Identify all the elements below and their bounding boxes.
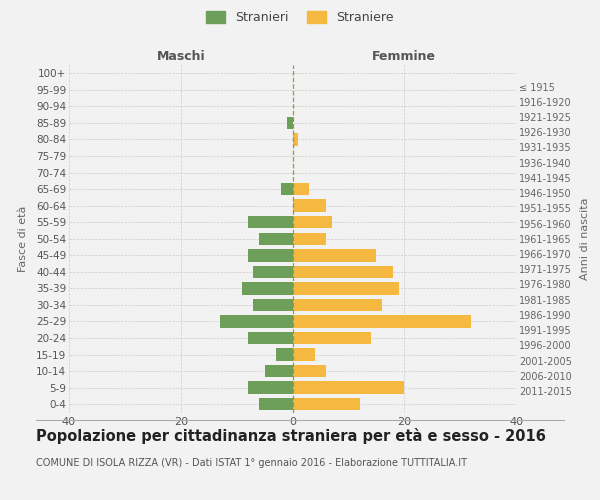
Bar (253, 266, 293, 278)
Bar (293, 348, 315, 361)
Legend: Stranieri, Straniere: Stranieri, Straniere (202, 6, 398, 29)
Bar (293, 332, 371, 344)
Bar (248, 249, 293, 262)
Bar (293, 398, 359, 410)
Bar (248, 382, 293, 394)
Bar (293, 183, 309, 196)
Bar (293, 298, 382, 311)
Text: COMUNE DI ISOLA RIZZA (VR) - Dati ISTAT 1° gennaio 2016 - Elaborazione TUTTITALI: COMUNE DI ISOLA RIZZA (VR) - Dati ISTAT … (36, 458, 467, 468)
Bar (293, 249, 376, 262)
Bar (293, 282, 398, 294)
Bar (248, 332, 293, 344)
Bar (265, 365, 293, 378)
Bar (293, 316, 472, 328)
Bar (259, 232, 293, 245)
Bar (281, 183, 293, 196)
Bar (293, 134, 298, 145)
Y-axis label: Anni di nascita: Anni di nascita (580, 198, 590, 280)
Y-axis label: Fasce di età: Fasce di età (17, 206, 28, 272)
Text: Popolazione per cittadinanza straniera per età e sesso - 2016: Popolazione per cittadinanza straniera p… (36, 428, 546, 444)
Bar (293, 382, 404, 394)
Bar (248, 216, 293, 228)
Bar (293, 216, 332, 228)
Bar (287, 116, 293, 129)
Bar (293, 200, 326, 212)
Bar (242, 282, 293, 294)
Bar (293, 365, 326, 378)
Text: Femmine: Femmine (372, 50, 436, 62)
Bar (259, 398, 293, 410)
Bar (293, 266, 393, 278)
Text: Maschi: Maschi (157, 50, 205, 62)
Bar (253, 298, 293, 311)
Bar (220, 316, 293, 328)
Bar (276, 348, 293, 361)
Bar (293, 232, 326, 245)
